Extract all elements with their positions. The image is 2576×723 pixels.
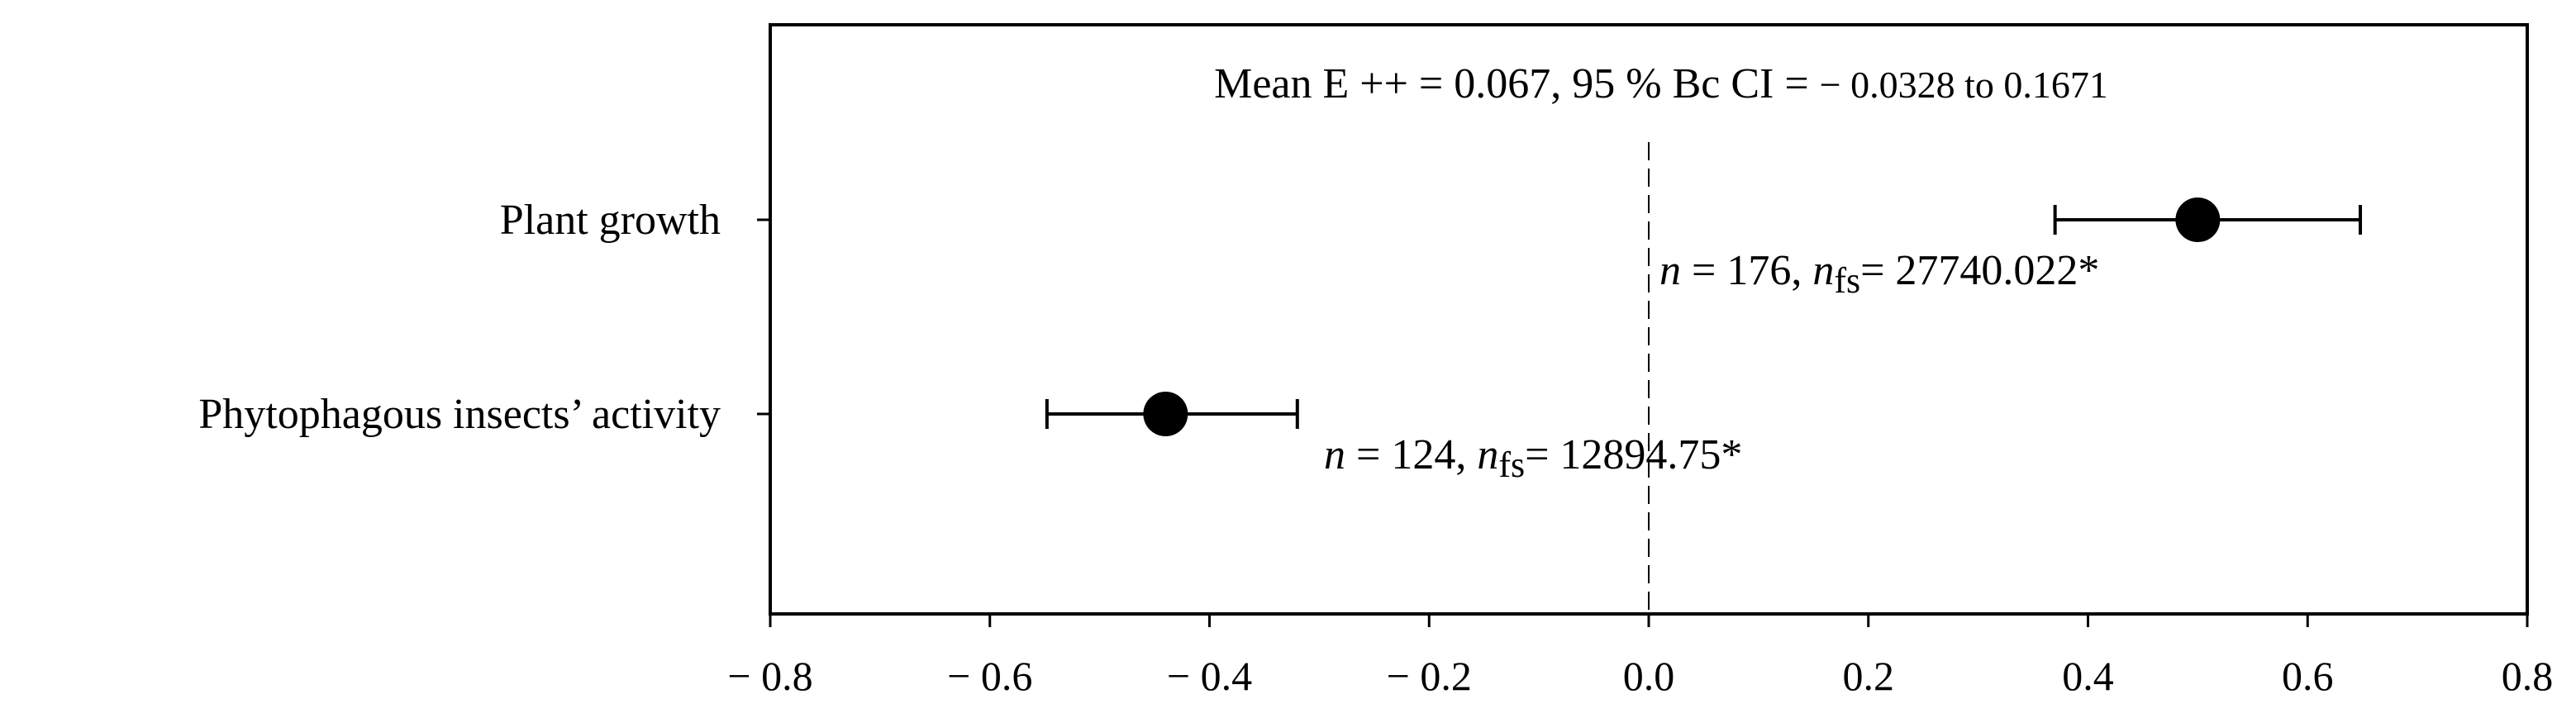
nfs-subscript: fs <box>1834 260 1860 301</box>
summary-statistic: Mean E ++ = 0.067, 95 % Bc CI = − 0.0328… <box>1214 60 2108 107</box>
x-tick-label: 0.6 <box>2282 653 2334 699</box>
n-value: = 176, <box>1681 247 1812 294</box>
nfs-value: = 12894.75* <box>1525 431 1742 478</box>
nfs-symbol: n <box>1812 247 1834 294</box>
x-axis: − 0.8 − 0.6 − 0.4 − 0.2 0.0 0.2 0.4 0.6 0.8 <box>727 614 2553 699</box>
sample-size-annotation: n = 176, nfs= 27740.022* <box>1659 247 2099 301</box>
y-category-label: Plant growth <box>500 197 721 244</box>
effect-size-row <box>1045 392 1299 436</box>
summary-connector: to <box>1955 64 2004 106</box>
summary-ci-high: 0.1671 <box>2003 64 2108 106</box>
sample-size-annotation: n = 124, nfs= 12894.75* <box>1324 431 1742 485</box>
x-tick-label: 0.8 <box>2502 653 2554 699</box>
x-tick-label: 0.0 <box>1623 653 1675 699</box>
x-tick-label: − 0.8 <box>727 653 812 699</box>
nfs-subscript: fs <box>1498 445 1525 485</box>
y-category-label: Phytophagous insects’ activity <box>198 391 721 438</box>
effect-point <box>1143 392 1188 436</box>
n-symbol: n <box>1659 247 1681 294</box>
nfs-symbol: n <box>1477 431 1498 478</box>
x-tick-label: − 0.2 <box>1387 653 1472 699</box>
x-tick-label: 0.2 <box>1843 653 1895 699</box>
x-tick-label: 0.4 <box>2062 653 2114 699</box>
effect-size-row <box>2053 197 2363 242</box>
x-tick-label: − 0.4 <box>1167 653 1252 699</box>
n-symbol: n <box>1324 431 1345 478</box>
nfs-value: = 27740.022* <box>1860 247 2099 294</box>
summary-prefix: Mean E ++ = 0.067, 95 % Bc CI = <box>1214 60 1820 107</box>
effect-size-marks <box>1045 197 2363 436</box>
sample-size-annotations: n = 176, nfs= 27740.022*n = 124, nfs= 12… <box>1324 247 2099 485</box>
summary-ci-low: − 0.0328 <box>1820 64 1955 106</box>
n-value: = 124, <box>1345 431 1477 478</box>
y-axis: Plant growth Phytophagous insects’ activi… <box>198 197 770 438</box>
x-tick-label: − 0.6 <box>947 653 1032 699</box>
effect-point <box>2175 197 2221 242</box>
